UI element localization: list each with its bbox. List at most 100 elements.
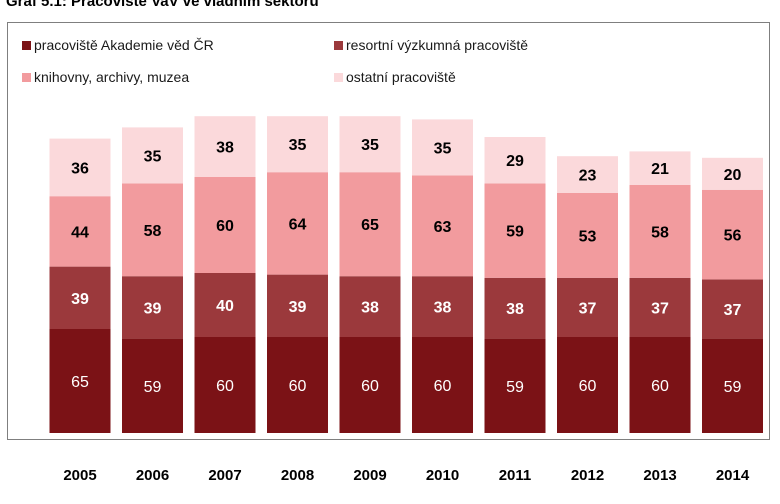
data-label-libraries-2005: 44: [71, 224, 89, 241]
bar-academy-2005: [49, 329, 111, 433]
data-label-departmental-2011: 38: [506, 301, 524, 318]
data-label-departmental-2006: 39: [144, 300, 162, 317]
data-label-other-2007: 38: [216, 140, 234, 157]
data-label-libraries-2010: 63: [434, 219, 452, 236]
data-label-academy-2011: 59: [506, 379, 524, 396]
bar-departmental-2012: [557, 277, 618, 337]
data-label-libraries-2006: 58: [144, 223, 162, 240]
data-label-other-2011: 29: [506, 153, 524, 170]
data-label-academy-2007: 60: [216, 378, 234, 395]
data-label-other-2010: 35: [434, 140, 452, 157]
x-tick-label-2012: 2012: [571, 467, 604, 484]
bar-libraries-2006: [122, 183, 183, 277]
bar-libraries-2005: [49, 196, 111, 267]
legend-swatch-libraries: [22, 72, 31, 82]
bar-departmental-2006: [122, 276, 183, 339]
data-label-libraries-2009: 65: [361, 217, 379, 234]
bar-other-2009: [339, 116, 401, 173]
data-label-departmental-2005: 39: [71, 291, 89, 308]
x-tick-label-2011: 2011: [499, 467, 532, 484]
data-label-departmental-2009: 38: [361, 300, 379, 317]
bar-academy-2009: [339, 337, 401, 433]
data-label-other-2005: 36: [71, 160, 89, 177]
bar-academy-2013: [629, 337, 691, 433]
legend-item-departmental: resortní výzkumná pracoviště: [334, 37, 528, 53]
x-tick-label-2010: 2010: [426, 467, 459, 484]
bar-other-2010: [412, 119, 473, 176]
data-label-academy-2013: 60: [651, 378, 669, 395]
legend-label-academy: pracoviště Akademie věd ČR: [34, 37, 214, 53]
legend-label-departmental: resortní výzkumná pracoviště: [346, 37, 529, 53]
data-label-libraries-2007: 60: [216, 218, 234, 235]
data-label-libraries-2012: 53: [579, 228, 597, 245]
bar-academy-2008: [267, 337, 328, 433]
bar-departmental-2008: [267, 274, 328, 337]
data-label-other-2014: 20: [724, 167, 742, 184]
bar-departmental-2013: [629, 277, 691, 337]
bar-libraries-2009: [339, 172, 401, 277]
bar-academy-2014: [702, 338, 763, 433]
bar-libraries-2011: [484, 183, 546, 278]
bar-other-2013: [629, 151, 691, 185]
bar-other-2007: [194, 116, 256, 177]
bar-other-2014: [702, 157, 763, 190]
bar-departmental-2010: [412, 276, 473, 337]
bar-libraries-2013: [629, 185, 691, 278]
x-tick-label-2009: 2009: [353, 467, 386, 484]
legend-item-other: ostatní pracoviště: [334, 69, 456, 85]
legend-label-other: ostatní pracoviště: [346, 69, 456, 85]
bar-academy-2007: [194, 337, 256, 433]
bar-academy-2010: [412, 337, 473, 433]
data-label-other-2009: 35: [361, 137, 379, 154]
data-label-libraries-2014: 56: [724, 228, 742, 245]
bar-departmental-2005: [49, 266, 111, 329]
data-label-academy-2008: 60: [289, 378, 307, 395]
bar-departmental-2014: [702, 279, 763, 339]
x-tick-label-2013: 2013: [643, 467, 676, 484]
legend-item-academy: pracoviště Akademie věd ČR: [22, 37, 214, 53]
legend-swatch-departmental: [334, 40, 343, 50]
x-tick-label-2008: 2008: [281, 467, 314, 484]
data-label-academy-2006: 59: [144, 379, 162, 396]
data-label-other-2013: 21: [651, 161, 669, 178]
data-label-academy-2014: 59: [724, 379, 742, 396]
bar-academy-2012: [557, 337, 618, 433]
x-tick-label-2007: 2007: [208, 467, 241, 484]
data-label-academy-2009: 60: [361, 378, 379, 395]
bar-other-2011: [484, 137, 546, 184]
data-label-other-2008: 35: [289, 137, 307, 154]
bar-other-2006: [122, 127, 183, 184]
data-label-libraries-2011: 59: [506, 224, 524, 241]
data-label-other-2012: 23: [579, 168, 597, 185]
x-tick-label-2006: 2006: [136, 467, 169, 484]
data-label-academy-2010: 60: [434, 378, 452, 395]
bar-libraries-2010: [412, 175, 473, 277]
legend-item-libraries: knihovny, archivy, muzea: [22, 69, 189, 85]
bar-libraries-2012: [557, 193, 618, 278]
bar-libraries-2007: [194, 177, 256, 273]
chart-title: Graf 5.1: Pracoviště VaV ve vládním sekt…: [6, 0, 319, 10]
x-tick-label-2014: 2014: [716, 467, 750, 484]
data-label-academy-2005: 65: [71, 374, 89, 391]
x-tick-label-2005: 2005: [63, 467, 96, 484]
bar-academy-2011: [484, 338, 546, 433]
data-label-departmental-2013: 37: [651, 300, 669, 317]
bar-departmental-2007: [194, 273, 256, 337]
legend: pracoviště Akademie věd ČR resortní výzk…: [22, 33, 582, 91]
data-label-departmental-2010: 38: [434, 300, 452, 317]
bar-departmental-2009: [339, 276, 401, 337]
data-label-academy-2012: 60: [579, 378, 597, 395]
bar-other-2008: [267, 116, 328, 173]
bar-libraries-2014: [702, 189, 763, 280]
data-label-departmental-2014: 37: [724, 302, 742, 319]
data-label-departmental-2008: 39: [289, 299, 307, 316]
data-label-libraries-2013: 58: [651, 224, 669, 241]
data-label-departmental-2007: 40: [216, 298, 234, 315]
data-label-libraries-2008: 64: [289, 216, 307, 233]
legend-swatch-other: [334, 72, 343, 82]
legend-swatch-academy: [22, 40, 31, 50]
bar-other-2005: [49, 138, 111, 197]
data-label-other-2006: 35: [144, 148, 162, 165]
bar-academy-2006: [122, 338, 183, 433]
